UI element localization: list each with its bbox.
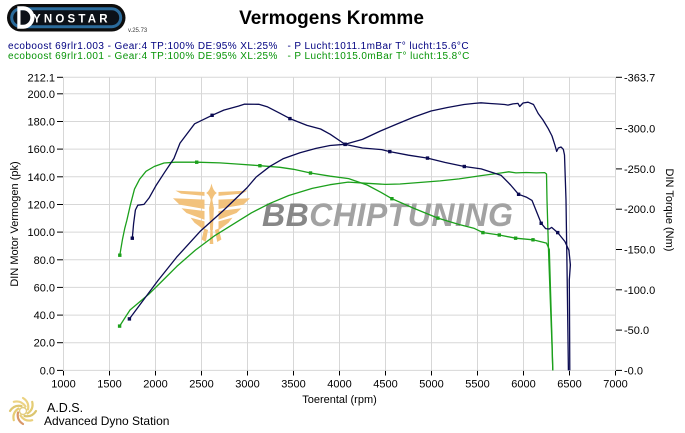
svg-text:Vermogens Kromme: Vermogens Kromme (239, 8, 424, 29)
svg-text:ecoboost 69rlr1.001 - Gear:4 T: ecoboost 69rlr1.001 - Gear:4 TP:100% DE:… (8, 51, 470, 62)
svg-text:5000: 5000 (419, 379, 443, 391)
svg-text:1000: 1000 (51, 379, 75, 391)
svg-text:-363.7: -363.7 (624, 72, 655, 84)
svg-text:120.0: 120.0 (27, 200, 55, 212)
svg-text:2500: 2500 (189, 379, 213, 391)
svg-text:-0.0: -0.0 (624, 365, 643, 377)
svg-text:A.D.S.: A.D.S. (47, 401, 83, 415)
svg-text:3000: 3000 (235, 379, 259, 391)
svg-text:-200.0: -200.0 (624, 204, 655, 216)
svg-text:-300.0: -300.0 (624, 124, 655, 136)
svg-text:212.1: 212.1 (27, 72, 55, 84)
svg-text:160.0: 160.0 (27, 144, 55, 156)
svg-text:4000: 4000 (327, 379, 351, 391)
svg-text:ecoboost 69rlr1.003 - Gear:4 T: ecoboost 69rlr1.003 - Gear:4 TP:100% DE:… (8, 41, 469, 52)
svg-text:3500: 3500 (281, 379, 305, 391)
svg-text:180.0: 180.0 (27, 117, 55, 129)
svg-text:1500: 1500 (97, 379, 121, 391)
svg-text:200.0: 200.0 (27, 89, 55, 101)
svg-text:140.0: 140.0 (27, 172, 55, 184)
svg-text:v.25.73: v.25.73 (128, 28, 148, 34)
svg-text:-150.0: -150.0 (624, 245, 655, 257)
svg-text:BBCHIPTUNING: BBCHIPTUNING (262, 197, 513, 233)
svg-text:100.0: 100.0 (27, 227, 55, 239)
svg-text:40.0: 40.0 (34, 310, 55, 322)
svg-text:-100.0: -100.0 (624, 285, 655, 297)
svg-text:DIN Torque (Nm): DIN Torque (Nm) (663, 169, 675, 252)
svg-text:7000: 7000 (603, 379, 627, 391)
svg-text:6000: 6000 (511, 379, 535, 391)
svg-text:20.0: 20.0 (34, 338, 55, 350)
svg-text:Toerental (rpm): Toerental (rpm) (302, 394, 377, 406)
svg-text:YNOSTAR: YNOSTAR (33, 14, 111, 26)
svg-text:5500: 5500 (465, 379, 489, 391)
svg-text:0.0: 0.0 (40, 365, 55, 377)
svg-text:-50.0: -50.0 (624, 325, 649, 337)
svg-text:Advanced Dyno Station: Advanced Dyno Station (44, 414, 169, 428)
svg-text:DIN Motor Vermogen (pk): DIN Motor Vermogen (pk) (9, 161, 21, 286)
svg-text:4500: 4500 (373, 379, 397, 391)
svg-text:-250.0: -250.0 (624, 164, 655, 176)
svg-text:60.0: 60.0 (34, 282, 55, 294)
svg-text:2000: 2000 (143, 379, 167, 391)
svg-text:6500: 6500 (557, 379, 581, 391)
svg-text:80.0: 80.0 (34, 255, 55, 267)
